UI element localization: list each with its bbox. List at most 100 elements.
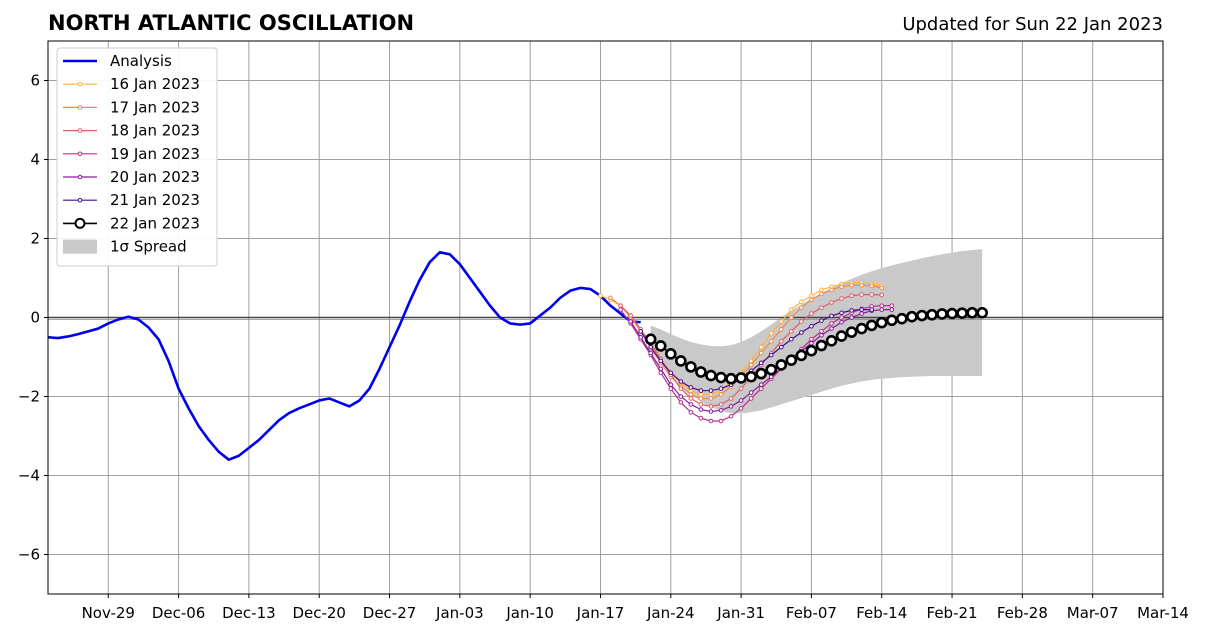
forecast-point	[708, 409, 714, 414]
forecast-point	[668, 370, 674, 376]
tick-labels: Nov-29 Dec-06 Dec-13 Dec-20 Dec-27 Jan-03 Jan-…	[18, 72, 1189, 623]
forecast-point	[879, 307, 885, 312]
forecast-point	[829, 326, 834, 331]
forecast-point	[688, 396, 694, 401]
forecast-point	[745, 370, 757, 383]
forecast-point	[728, 404, 734, 409]
spread-band-layer	[650, 249, 983, 414]
x-tick-label: Feb-07	[786, 604, 837, 622]
forecast-point	[778, 338, 784, 344]
forecast-point	[819, 287, 824, 293]
forecast-point	[809, 311, 814, 316]
forecast-point	[678, 379, 684, 384]
forecast-point	[775, 359, 788, 371]
forecast-point	[829, 321, 834, 326]
forecast-point	[789, 315, 794, 320]
legend-label-forecast: 20 Jan 2023	[110, 168, 200, 186]
forecast-point	[849, 293, 854, 299]
forecast-point	[849, 282, 854, 288]
forecast-point	[618, 307, 623, 312]
x-tick-label: Jan-31	[716, 604, 765, 622]
forecast-point	[698, 392, 704, 397]
x-tick-label: Mar-07	[1067, 604, 1119, 622]
forecast-point	[976, 306, 988, 319]
forecast-point	[608, 295, 613, 301]
forecast-point	[758, 386, 764, 391]
x-tick-label: Dec-06	[152, 604, 206, 622]
forecast-point	[799, 305, 804, 310]
forecast-point	[789, 336, 794, 342]
forecast-point	[869, 283, 874, 289]
forecast-point	[705, 369, 717, 382]
x-tick-label: Dec-20	[292, 604, 346, 622]
forecast-point	[748, 390, 754, 395]
forecast-point	[758, 344, 764, 350]
x-tick-label: Feb-14	[856, 604, 907, 622]
forecast-point	[738, 386, 744, 391]
forecast-point	[819, 305, 824, 310]
forecast-point	[906, 310, 918, 323]
legend-box	[56, 47, 218, 267]
forecast-point	[936, 308, 948, 320]
forecast-point	[628, 313, 633, 318]
forecast-series	[644, 306, 988, 385]
chart-subtitle: Updated for Sun 22 Jan 2023	[902, 14, 1163, 35]
forecast-point	[765, 363, 778, 376]
forecast-point	[768, 331, 774, 336]
forecast-point	[688, 410, 694, 415]
x-tick-label: Dec-13	[222, 604, 276, 622]
forecast-point	[839, 284, 844, 289]
forecast-point	[825, 335, 838, 347]
forecast-point	[708, 388, 714, 393]
forecast-point	[708, 392, 714, 397]
x-tick-label: Dec-27	[363, 604, 417, 622]
forecast-point	[698, 407, 704, 412]
forecast-point	[698, 388, 704, 393]
forecast-point	[829, 300, 834, 305]
forecast-point	[889, 303, 895, 308]
forecast-point	[738, 406, 744, 411]
forecast-point	[805, 344, 818, 357]
forecast-point	[678, 386, 684, 391]
legend-label-forecast: 16 Jan 2023	[110, 75, 200, 93]
forecast-point	[885, 314, 898, 327]
forecast-point	[859, 307, 864, 312]
forecast-point	[785, 354, 798, 366]
forecast-point	[809, 336, 814, 342]
forecast-point	[628, 319, 633, 324]
x-tick-label: Jan-03	[435, 604, 484, 622]
forecast-point	[789, 307, 794, 312]
forecast-point	[819, 318, 824, 323]
forecast-point	[688, 385, 694, 390]
forecast-point	[678, 400, 684, 405]
forecast-point	[758, 360, 764, 366]
forecast-point	[695, 366, 707, 378]
forecast-point	[728, 413, 734, 419]
forecast-point	[859, 311, 864, 316]
forecast-point	[718, 408, 724, 413]
forecast-point	[644, 333, 657, 346]
forecast-point	[879, 285, 885, 291]
forecast-point	[698, 415, 704, 421]
forecast-point	[718, 418, 724, 424]
forecast-point	[778, 319, 784, 324]
forecast-point	[654, 340, 667, 352]
forecast-point	[849, 315, 854, 320]
y-tick-label: −6	[18, 546, 40, 564]
y-tick-label: 2	[30, 230, 40, 248]
forecast-point	[715, 371, 727, 384]
forecast-point	[809, 297, 814, 303]
x-tick-label: Feb-21	[927, 604, 978, 622]
forecast-point	[728, 396, 734, 401]
y-tick-label: 6	[30, 72, 40, 90]
forecast-point	[896, 312, 908, 325]
forecast-point	[658, 358, 664, 364]
spread-band	[650, 249, 983, 414]
forecast-point	[809, 340, 814, 346]
legend: Analysis 16 Jan 2023 17 Jan 2023 18 Jan 202…	[56, 47, 218, 267]
forecast-point	[658, 366, 664, 372]
legend-marker-forecast	[74, 217, 86, 229]
forecast-point	[839, 310, 844, 316]
x-tick-label: Jan-10	[505, 604, 554, 622]
